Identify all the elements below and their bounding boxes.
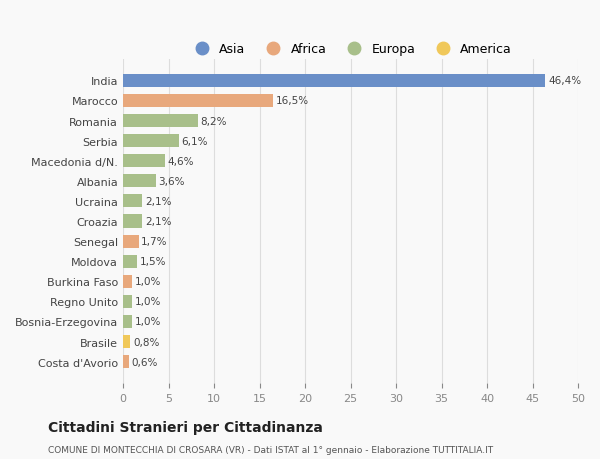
Text: 2,1%: 2,1% — [145, 196, 172, 207]
Text: Cittadini Stranieri per Cittadinanza: Cittadini Stranieri per Cittadinanza — [48, 420, 323, 434]
Text: 1,7%: 1,7% — [142, 236, 168, 246]
Text: 3,6%: 3,6% — [158, 176, 185, 186]
Bar — [123, 155, 165, 168]
Bar — [123, 135, 179, 148]
Text: 6,1%: 6,1% — [181, 136, 208, 146]
Text: 2,1%: 2,1% — [145, 217, 172, 226]
Text: COMUNE DI MONTECCHIA DI CROSARA (VR) - Dati ISTAT al 1° gennaio - Elaborazione T: COMUNE DI MONTECCHIA DI CROSARA (VR) - D… — [48, 445, 493, 454]
Bar — [123, 335, 130, 348]
Text: 8,2%: 8,2% — [200, 116, 227, 126]
Text: 1,0%: 1,0% — [135, 297, 161, 307]
Bar — [123, 75, 545, 88]
Text: 1,0%: 1,0% — [135, 277, 161, 286]
Text: 4,6%: 4,6% — [167, 157, 194, 166]
Bar — [123, 95, 273, 108]
Text: 16,5%: 16,5% — [276, 96, 309, 106]
Bar — [123, 355, 128, 369]
Bar — [123, 235, 139, 248]
Text: 0,8%: 0,8% — [133, 337, 160, 347]
Bar — [123, 175, 156, 188]
Bar — [123, 255, 137, 268]
Text: 46,4%: 46,4% — [548, 76, 581, 86]
Text: 1,0%: 1,0% — [135, 317, 161, 327]
Bar — [123, 195, 142, 208]
Legend: Asia, Africa, Europa, America: Asia, Africa, Europa, America — [187, 40, 514, 58]
Bar — [123, 275, 132, 288]
Bar — [123, 315, 132, 328]
Text: 0,6%: 0,6% — [131, 357, 158, 367]
Bar — [123, 215, 142, 228]
Bar — [123, 115, 198, 128]
Bar — [123, 295, 132, 308]
Text: 1,5%: 1,5% — [139, 257, 166, 267]
